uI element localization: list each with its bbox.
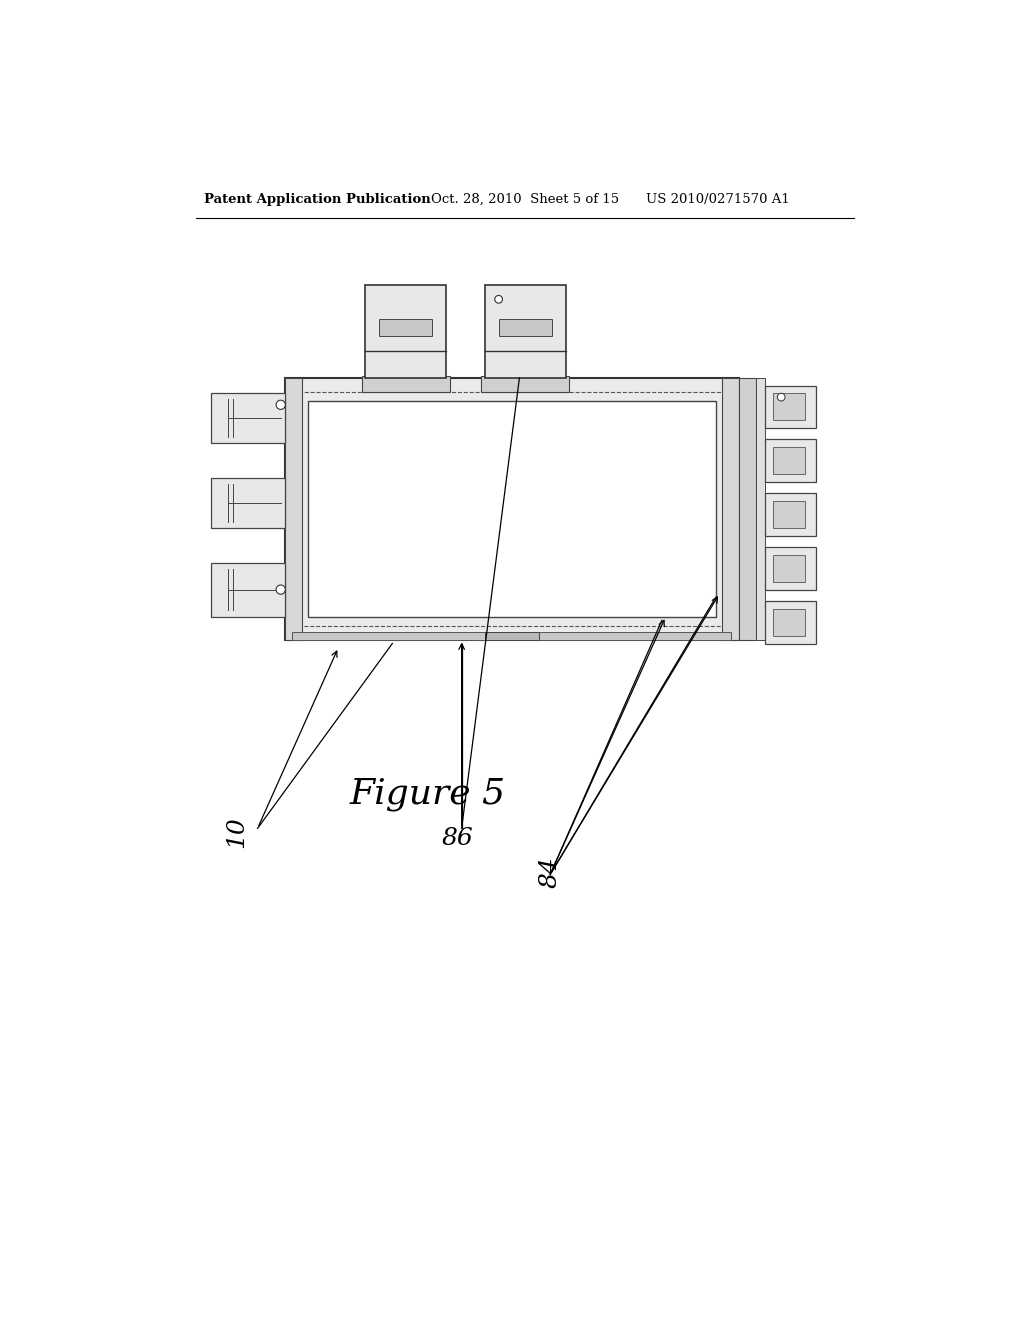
Bar: [307, 401, 716, 616]
Bar: [361, 376, 451, 392]
Bar: [211, 393, 285, 444]
Bar: [773, 502, 805, 528]
Circle shape: [276, 585, 286, 594]
Bar: [366, 285, 446, 378]
Bar: [484, 632, 539, 640]
Text: 84: 84: [539, 857, 562, 888]
Bar: [756, 378, 765, 640]
Bar: [765, 601, 816, 644]
Bar: [298, 392, 725, 626]
Bar: [379, 318, 432, 335]
Bar: [211, 562, 285, 616]
Bar: [773, 609, 805, 636]
Text: US 2010/0271570 A1: US 2010/0271570 A1: [646, 193, 791, 206]
Circle shape: [276, 400, 286, 409]
Bar: [285, 378, 301, 640]
Bar: [499, 318, 552, 335]
Bar: [292, 632, 731, 640]
Bar: [481, 376, 569, 392]
Text: 10: 10: [225, 816, 248, 847]
Bar: [765, 385, 816, 428]
Text: Patent Application Publication: Patent Application Publication: [204, 193, 430, 206]
Bar: [285, 378, 739, 640]
Bar: [773, 393, 805, 420]
Bar: [773, 554, 805, 582]
Bar: [773, 447, 805, 474]
Circle shape: [495, 296, 503, 304]
Circle shape: [777, 393, 785, 401]
Text: Figure 5: Figure 5: [350, 777, 506, 812]
Text: 86: 86: [442, 826, 474, 850]
Bar: [765, 548, 816, 590]
Bar: [765, 440, 816, 482]
Bar: [484, 285, 565, 378]
Text: Oct. 28, 2010  Sheet 5 of 15: Oct. 28, 2010 Sheet 5 of 15: [431, 193, 618, 206]
Bar: [722, 378, 739, 640]
Bar: [765, 494, 816, 536]
Bar: [211, 478, 285, 528]
Bar: [739, 378, 756, 640]
